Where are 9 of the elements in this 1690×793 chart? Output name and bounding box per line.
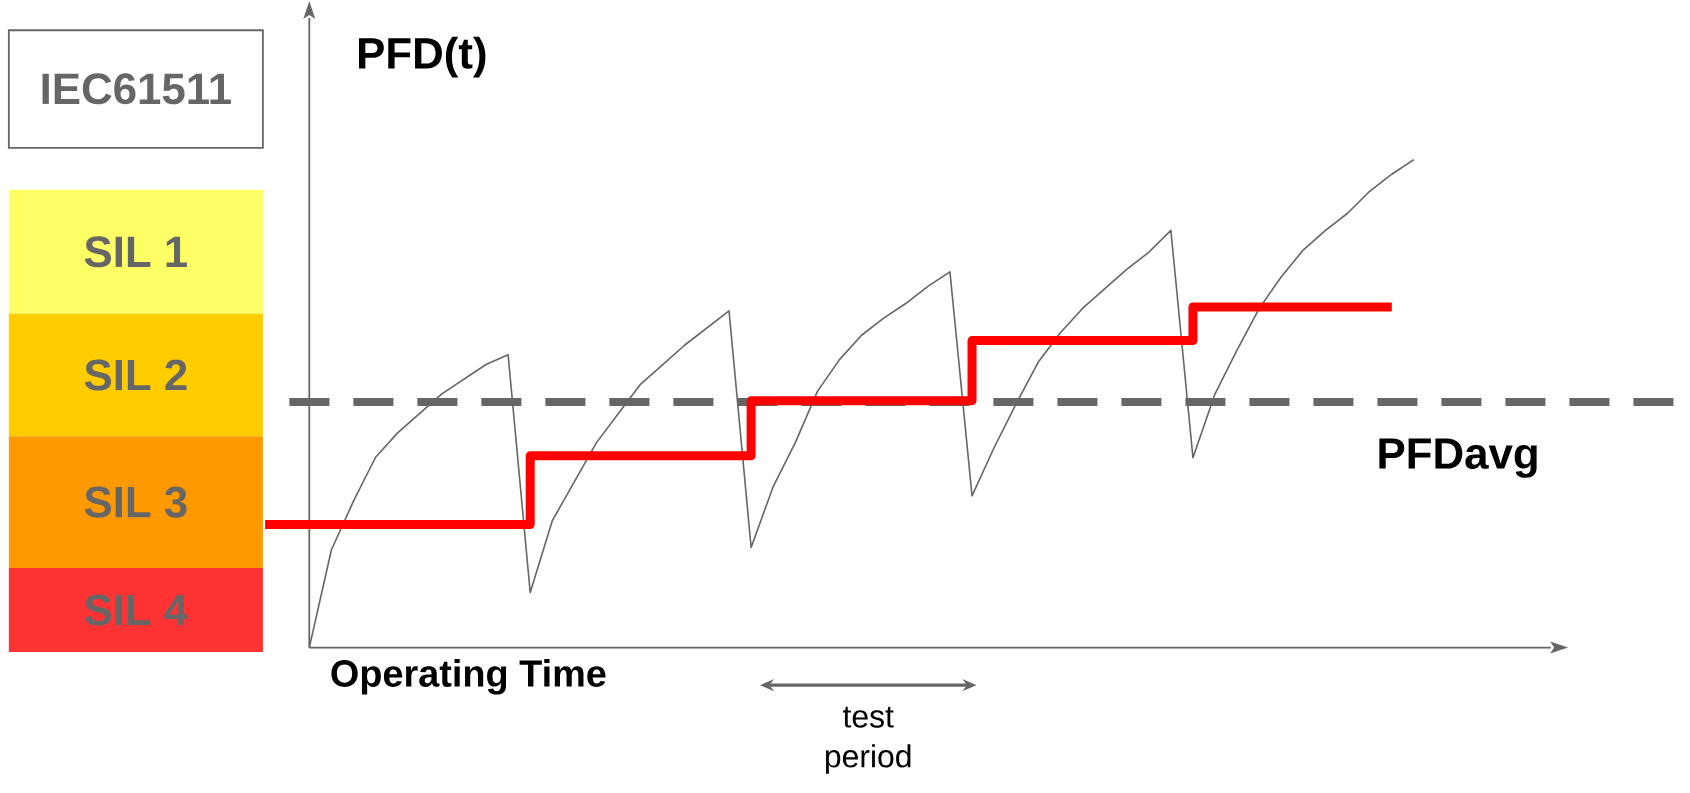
x-axis-title: Operating Time [331, 659, 606, 695]
text: test period [825, 706, 911, 774]
ref-line-label: PFDavg [1379, 438, 1537, 478]
text: SIL 3 [84, 486, 187, 518]
text: SIL 2 [84, 359, 187, 391]
text: IEC61511 [42, 73, 231, 105]
text: SIL 1 [84, 236, 187, 268]
y-axis-title: PFD(t) [359, 36, 486, 78]
text: SIL 4 [84, 594, 188, 626]
